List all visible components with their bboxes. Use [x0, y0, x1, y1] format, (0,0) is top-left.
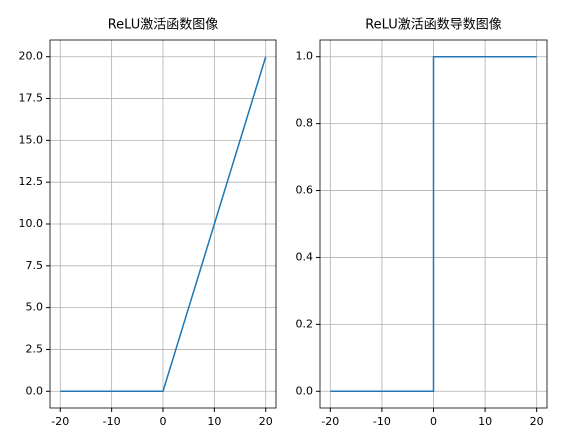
y-tick-label: 0.8	[296, 117, 314, 130]
x-tick-label: 20	[259, 415, 273, 428]
y-tick-label: 10.0	[19, 217, 44, 230]
y-tick-label: 12.5	[19, 175, 44, 188]
x-tick-label: 0	[430, 415, 437, 428]
plot-frame	[319, 39, 548, 409]
x-tick-label: -10	[373, 415, 391, 428]
y-tick-label: 2.5	[26, 342, 44, 355]
line-series	[60, 56, 267, 393]
line-series	[330, 55, 537, 393]
y-tick-label: 1.0	[296, 50, 314, 63]
chart-title: ReLU激活函数图像	[108, 18, 219, 33]
y-tick-label: 15.0	[19, 133, 44, 146]
y-tick-label: 0.2	[296, 317, 314, 330]
y-tick-label: 20.0	[19, 50, 44, 63]
y-tick-label: 0.6	[296, 184, 314, 197]
chart-title: ReLU激活函数导数图像	[365, 18, 502, 33]
x-tick-label: 20	[530, 415, 544, 428]
y-tick-label: 0.0	[296, 384, 314, 397]
y-tick-label: 5.0	[26, 301, 44, 314]
y-tick-label: 7.5	[26, 259, 44, 272]
y-tick-label: 17.5	[19, 92, 44, 105]
x-tick-label: 10	[207, 415, 221, 428]
x-tick-label: 0	[160, 415, 167, 428]
x-tick-label: -10	[103, 415, 121, 428]
plot-frame	[49, 39, 277, 409]
x-tick-label: 10	[478, 415, 492, 428]
x-tick-label: -20	[51, 415, 69, 428]
x-tick-label: -20	[321, 415, 339, 428]
y-tick-label: 0.0	[26, 384, 44, 397]
y-tick-label: 0.4	[296, 250, 314, 263]
